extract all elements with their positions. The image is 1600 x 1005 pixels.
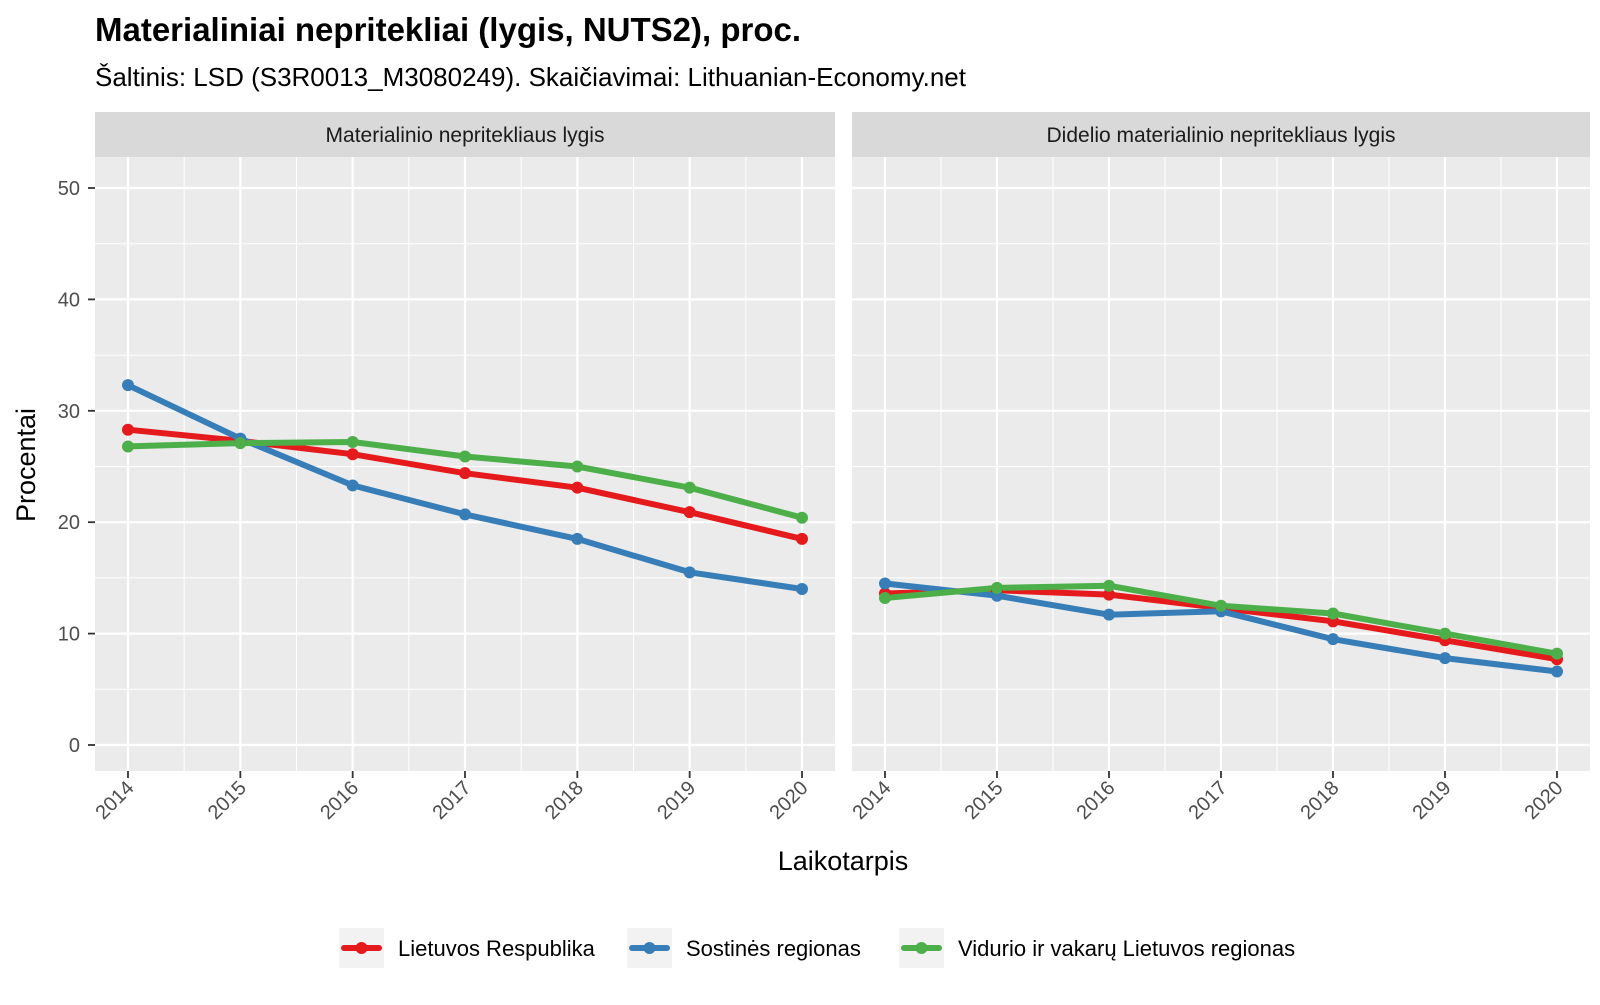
data-point xyxy=(122,440,134,453)
data-point xyxy=(346,448,359,461)
x-tick-label: 2014 xyxy=(849,777,896,824)
y-tick-label: 0 xyxy=(69,735,80,757)
data-point xyxy=(234,437,247,450)
data-point xyxy=(796,532,808,545)
x-axis-title: Laikotarpis xyxy=(778,846,909,876)
x-tick-label: 2019 xyxy=(1409,777,1456,824)
legend-label: Lietuvos Respublika xyxy=(398,936,596,961)
x-tick-label: 2020 xyxy=(766,777,813,824)
panel-strip-label: Didelio materialinio nepritekliaus lygis xyxy=(1047,124,1396,147)
y-tick-label: 30 xyxy=(58,401,80,423)
x-tick-label: 2014 xyxy=(92,777,139,824)
data-point xyxy=(683,506,696,519)
panels-group: Materialinio nepritekliaus lygis 2014 2015… xyxy=(92,112,1590,824)
x-tick-label: 2017 xyxy=(1185,777,1232,824)
data-point xyxy=(796,583,808,596)
legend-key-point xyxy=(915,942,928,954)
data-point xyxy=(459,467,471,480)
data-point xyxy=(683,566,696,579)
y-tick-label: 50 xyxy=(58,178,80,200)
x-tick-label: 2018 xyxy=(1297,777,1344,824)
x-tick-label: 2020 xyxy=(1521,777,1568,824)
y-tick-label: 20 xyxy=(58,512,80,534)
x-tick-label: 2016 xyxy=(316,777,363,824)
data-point xyxy=(122,379,134,392)
data-point xyxy=(1103,608,1115,621)
legend-label: Vidurio ir vakarų Lietuvos regionas xyxy=(958,936,1295,961)
data-point xyxy=(683,481,696,494)
y-tick-label: 10 xyxy=(58,624,80,646)
data-point xyxy=(796,511,808,524)
x-tick-label: 2016 xyxy=(1073,777,1120,824)
panel-strip-label: Materialinio nepritekliaus lygis xyxy=(326,124,605,147)
x-tick-label: 2018 xyxy=(541,777,588,824)
panel-strip xyxy=(95,112,835,157)
panel-1: Materialinio nepritekliaus lygis 2014 2015… xyxy=(92,112,835,824)
data-point xyxy=(459,450,471,463)
data-point xyxy=(571,481,584,494)
data-point xyxy=(346,479,359,492)
legend-key-point xyxy=(643,942,656,954)
data-point xyxy=(879,577,891,590)
chart-title: Materialiniai nepritekliai (lygis, NUTS2… xyxy=(95,11,801,48)
y-tick-label: 40 xyxy=(58,289,80,311)
data-point xyxy=(1551,647,1563,660)
panel-2: Didelio materialinio nepritekliaus lygis… xyxy=(849,112,1590,824)
data-point xyxy=(459,508,471,521)
legend-label: Sostinės regionas xyxy=(686,936,861,961)
data-point xyxy=(1103,588,1115,601)
data-point xyxy=(346,435,359,448)
y-axis: 0 10 20 30 40 50 xyxy=(58,178,95,757)
data-point xyxy=(1439,652,1451,665)
x-tick-label: 2015 xyxy=(204,777,251,824)
data-point xyxy=(1327,607,1339,620)
data-point xyxy=(571,532,584,545)
data-point xyxy=(571,460,584,473)
x-tick-label: 2015 xyxy=(961,777,1008,824)
panel-strip xyxy=(852,112,1590,157)
data-point xyxy=(1439,627,1451,640)
data-point xyxy=(1103,579,1115,592)
legend: Lietuvos Respublika Sostinės regionas Vidu… xyxy=(339,928,1295,968)
data-point xyxy=(1215,599,1227,612)
chart-subtitle: Šaltinis: LSD (S3R0013_M3080249). Skaiči… xyxy=(95,62,967,92)
x-tick-label: 2017 xyxy=(429,777,476,824)
x-tick-label: 2019 xyxy=(653,777,700,824)
y-axis-title: Procentai xyxy=(11,408,41,522)
data-point xyxy=(1551,665,1563,678)
data-point xyxy=(879,591,891,604)
data-point xyxy=(1327,633,1339,646)
legend-key-point xyxy=(355,942,368,954)
data-point xyxy=(991,581,1003,594)
data-point xyxy=(122,423,134,436)
